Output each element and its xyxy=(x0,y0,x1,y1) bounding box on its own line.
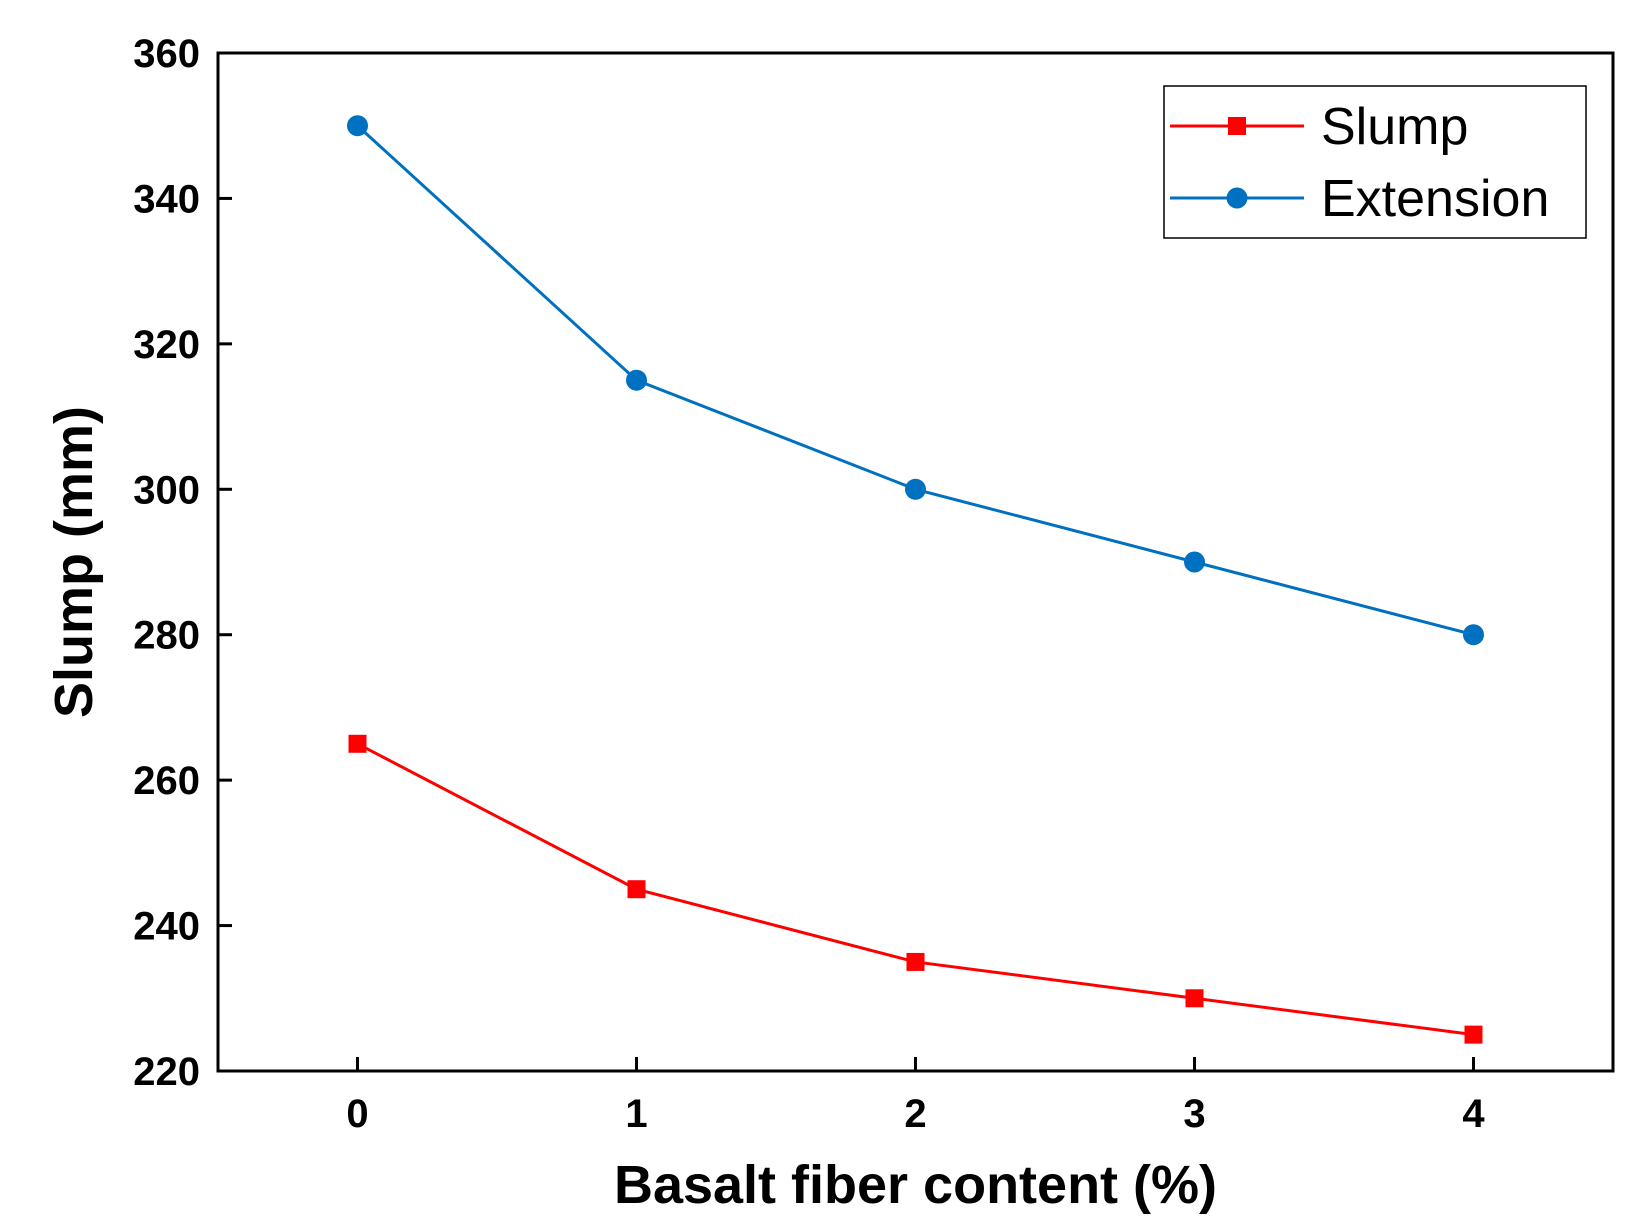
y-tick-label: 280 xyxy=(133,614,200,658)
legend-label: Extension xyxy=(1321,170,1549,228)
data-point-marker xyxy=(906,952,925,971)
x-axis: 0 1 2 3 4 xyxy=(346,1057,1485,1136)
x-tick-label: 4 xyxy=(1462,1092,1485,1136)
legend-box xyxy=(1163,85,1587,239)
y-axis: 220 240 260 280 300 320 340 360 xyxy=(133,32,232,1094)
y-tick-label: 300 xyxy=(133,468,200,512)
series-extension xyxy=(347,115,1484,646)
series-line xyxy=(356,742,1474,1037)
series-slump xyxy=(348,734,1483,1044)
x-tick-label: 2 xyxy=(904,1092,926,1136)
data-point-marker xyxy=(627,880,646,899)
data-point-marker xyxy=(1184,551,1205,573)
data-point-marker xyxy=(347,115,368,137)
y-axis-title: Slump (mm) xyxy=(44,406,104,718)
series-layer xyxy=(347,115,1484,1044)
data-point-marker xyxy=(905,478,926,500)
data-point-marker xyxy=(1185,989,1204,1008)
legend: Slump Extension xyxy=(1163,85,1587,239)
data-point-marker xyxy=(1464,1025,1483,1044)
data-point-marker xyxy=(348,734,367,753)
data-point-marker xyxy=(1463,624,1484,646)
legend-label: Slump xyxy=(1321,98,1468,156)
y-tick-label: 320 xyxy=(133,323,200,367)
x-tick-label: 1 xyxy=(625,1092,647,1136)
x-axis-title: Basalt fiber content (%) xyxy=(614,1155,1217,1215)
y-tick-label: 220 xyxy=(133,1050,200,1094)
x-tick-label: 0 xyxy=(346,1092,368,1136)
y-tick-label: 260 xyxy=(133,759,200,803)
legend-item-slump: Slump xyxy=(1170,98,1468,156)
y-tick-label: 340 xyxy=(133,177,200,221)
data-point-marker xyxy=(626,369,647,391)
legend-marker xyxy=(1226,187,1248,209)
y-tick-label: 360 xyxy=(133,32,200,76)
legend-marker xyxy=(1228,117,1246,135)
legend-item-extension: Extension xyxy=(1170,170,1549,228)
x-tick-label: 3 xyxy=(1183,1092,1205,1136)
y-tick-label: 240 xyxy=(133,905,200,949)
